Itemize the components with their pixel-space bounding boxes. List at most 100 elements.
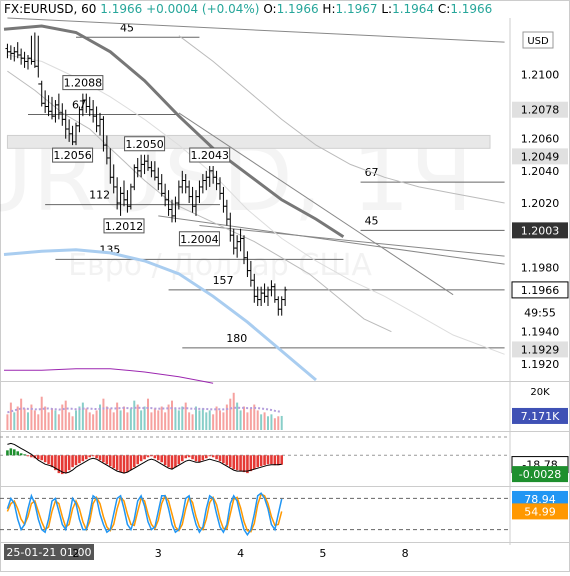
low-value: 1.1964	[392, 2, 435, 16]
macd-bar	[194, 455, 198, 462]
stoch-d-line	[6, 493, 283, 533]
macd-hist-value: -0.0028	[519, 468, 561, 481]
price-tick: 1.2040	[521, 165, 560, 178]
volume-bar	[205, 412, 208, 430]
volume-bar	[37, 414, 40, 430]
volume-bar	[249, 408, 252, 430]
macd-bar	[126, 455, 129, 473]
volume-bar	[71, 416, 74, 430]
level-label: 180	[226, 332, 247, 345]
macd-bar	[225, 455, 229, 466]
volume-bar	[160, 406, 163, 430]
macd-bar	[36, 455, 40, 460]
volume-bar	[64, 400, 67, 430]
macd-bar	[115, 455, 119, 471]
volume-bar	[23, 408, 26, 430]
volume-bar	[277, 416, 280, 430]
low-label: L:	[381, 2, 393, 16]
price-axis-label: 1.1929	[521, 343, 560, 356]
volume-bar	[54, 410, 57, 430]
volume-bar	[102, 398, 105, 430]
macd-bar	[228, 455, 232, 468]
price-tick: 1.2100	[521, 68, 560, 81]
macd-bar	[215, 455, 218, 460]
macd-bar	[67, 455, 71, 471]
price-tick: 1.2020	[521, 197, 560, 210]
trendline[interactable]	[178, 112, 454, 296]
volume-bar	[81, 402, 84, 430]
volume-bar	[88, 412, 91, 430]
volume-bar	[61, 404, 64, 430]
price-tick: 1.1980	[521, 261, 560, 274]
price-axis-label: 1.2003	[521, 224, 560, 237]
x-tick: 3	[155, 547, 162, 560]
stoch-d-value-bg	[512, 503, 568, 520]
macd-bar	[266, 455, 270, 465]
macd-bar	[208, 455, 212, 457]
volume-bar	[212, 414, 215, 430]
x-tick: 25-01-21 01:00	[6, 546, 91, 559]
volume-bar	[78, 406, 81, 430]
macd-bar	[108, 455, 112, 467]
high-label: H:	[322, 2, 336, 16]
macd-bar	[50, 455, 54, 468]
currency-box	[522, 31, 554, 49]
price-label-box	[124, 136, 166, 152]
volume-bar	[253, 404, 256, 430]
price-label-box	[103, 218, 145, 234]
volume-bar	[243, 406, 245, 430]
volume-bar	[6, 414, 9, 430]
macd-bar	[102, 455, 105, 463]
volume-bar	[236, 402, 239, 430]
macd-bar	[218, 455, 222, 462]
volume-bar	[30, 404, 33, 430]
volume-bar	[188, 412, 191, 430]
price-label: 1.2012	[105, 220, 144, 233]
macd-bar	[84, 455, 88, 460]
volume-bar	[51, 408, 53, 430]
macd-bar	[177, 455, 181, 465]
symbol-label: FX:EURUSD, 60	[4, 2, 97, 16]
price-axis-label: 1.1966	[521, 284, 560, 297]
macd-bar	[160, 455, 164, 463]
volume-bar	[140, 410, 143, 430]
ma-slow-line	[3, 248, 317, 382]
price-axis-label-bg	[512, 101, 568, 118]
x-tick: 5	[319, 547, 326, 560]
volume-bar	[164, 412, 167, 430]
ma-dark-line	[3, 24, 345, 239]
volume-bar	[153, 408, 156, 430]
trendline[interactable]	[7, 17, 505, 43]
high-value: 1.1967	[335, 2, 378, 16]
volume-bar	[129, 408, 132, 430]
volume-bar	[143, 406, 146, 430]
macd-bar	[122, 455, 126, 474]
volume-bar	[99, 404, 101, 430]
volume-bar	[280, 415, 283, 430]
volume-bar	[208, 410, 211, 430]
macd-bar	[191, 455, 194, 460]
macd-bar	[263, 455, 266, 466]
volume-bar	[191, 414, 194, 430]
chart-header: FX:EURUSD, 60 1.1966 +0.0004 (+0.04%) O:…	[4, 2, 492, 16]
price-axis-label-bg	[512, 341, 568, 358]
price-tick: 1.1920	[521, 358, 560, 371]
volume-bar	[133, 400, 136, 430]
macd-bar	[270, 455, 273, 465]
macd-bar	[153, 455, 157, 459]
price-axis-label-bg	[512, 222, 568, 239]
volume-bar	[263, 412, 266, 430]
macd-bar	[276, 455, 280, 466]
macd-bar	[201, 455, 205, 461]
macd-bar	[143, 455, 146, 460]
ma-mid-lower-line	[7, 70, 392, 333]
trendline[interactable]	[199, 225, 505, 257]
macd-bar	[23, 454, 26, 456]
volume-bar	[40, 396, 43, 430]
volume-bar	[68, 412, 71, 430]
volume-bar	[27, 412, 29, 430]
macd-bar	[170, 455, 174, 470]
volume-bar	[13, 412, 16, 430]
